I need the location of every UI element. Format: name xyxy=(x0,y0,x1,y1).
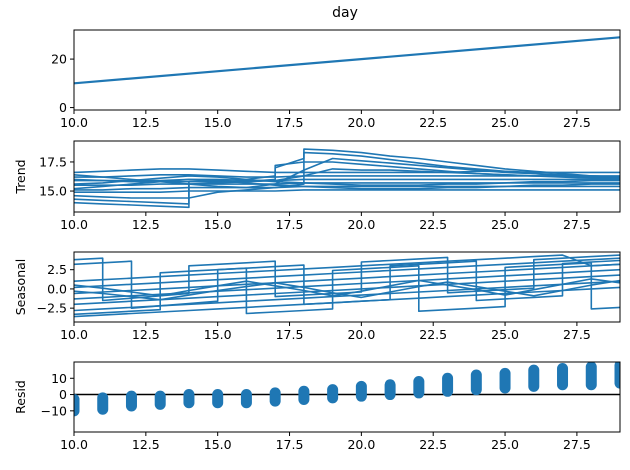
x-tick-label-trend: 10.0 xyxy=(60,217,88,232)
trend-series-line-7 xyxy=(74,148,620,205)
panel-seasonal: 10.0 12.5 15.0 17.5 20.0 22.5 25.0 27.5 −2.5 0.0 2… xyxy=(13,251,621,342)
x-tick-label-resid: 25.0 xyxy=(491,437,519,452)
x-tick-label-observed: 20.0 xyxy=(347,115,375,130)
y-tick-label-resid: 0 xyxy=(59,387,67,402)
plot-area-seasonal xyxy=(74,254,620,318)
x-tick-label-observed: 25.0 xyxy=(491,115,519,130)
seasonal-series-line-11 xyxy=(74,278,620,297)
x-tick-label-observed: 10.0 xyxy=(60,115,88,130)
plot-area-observed xyxy=(74,36,620,85)
seasonal-series-line-2 xyxy=(74,261,620,316)
axes-frame-observed xyxy=(73,29,621,111)
x-tick-label-trend: 22.5 xyxy=(419,217,447,232)
x-tick-label-observed: 27.5 xyxy=(563,115,591,130)
x-tick-label-resid: 27.5 xyxy=(563,437,591,452)
y-axis-label-trend: Trend xyxy=(13,159,28,194)
panel-trend: 10.0 12.5 15.0 17.5 20.0 22.5 25.0 27.5 15.0 17.5… xyxy=(13,140,621,232)
x-tick-label-resid: 20.0 xyxy=(347,437,375,452)
x-tick-label-seasonal: 12.5 xyxy=(132,327,160,342)
x-tick-label-resid: 12.5 xyxy=(132,437,160,452)
trend-series-line-3 xyxy=(74,182,620,186)
y-tick-label-seasonal: 2.5 xyxy=(47,262,67,277)
seasonal-series-line-5 xyxy=(74,268,620,300)
seasonal-series-line-7 xyxy=(74,257,620,289)
y-axis-label-seasonal: Seasonal xyxy=(13,259,28,316)
x-tick-label-seasonal: 22.5 xyxy=(419,327,447,342)
y-tick-label-seasonal: −2.5 xyxy=(37,301,67,316)
seasonal-series-line-6 xyxy=(74,263,620,295)
y-tick-label-resid: −10 xyxy=(41,403,67,418)
seasonal-series-line-10 xyxy=(74,279,620,301)
x-tick-label-seasonal: 10.0 xyxy=(60,327,88,342)
panel-observed: 10.0 12.5 15.0 17.5 20.0 22.5 25.0 27.5 0 20 xyxy=(51,29,621,130)
x-tick-label-resid: 17.5 xyxy=(276,437,304,452)
x-tick-label-trend: 27.5 xyxy=(563,217,591,232)
axes-frame-seasonal xyxy=(73,251,621,323)
trend-series-line-0 xyxy=(74,168,620,174)
x-tick-label-seasonal: 27.5 xyxy=(563,327,591,342)
trend-series-line-12 xyxy=(74,178,620,190)
trend-series-line-2 xyxy=(74,178,620,182)
x-tick-label-seasonal: 15.0 xyxy=(204,327,232,342)
observed-series-line-0 xyxy=(74,36,620,85)
seasonal-series-line-9 xyxy=(74,286,620,318)
figure-title: day xyxy=(332,5,358,21)
x-tick-label-trend: 12.5 xyxy=(132,217,160,232)
y-tick-label-trend: 15.0 xyxy=(39,184,67,199)
y-tick-label-seasonal: 0.0 xyxy=(47,281,67,296)
x-tick-label-observed: 17.5 xyxy=(276,115,304,130)
x-tick-label-seasonal: 25.0 xyxy=(491,327,519,342)
x-tick-label-trend: 20.0 xyxy=(347,217,375,232)
y-axis-label-resid: Resid xyxy=(13,380,28,414)
trend-series-line-11 xyxy=(74,175,620,186)
x-tick-label-observed: 15.0 xyxy=(204,115,232,130)
x-tick-label-observed: 12.5 xyxy=(132,115,160,130)
x-tick-label-observed: 22.5 xyxy=(419,115,447,130)
x-tick-label-trend: 25.0 xyxy=(491,217,519,232)
x-tick-label-seasonal: 17.5 xyxy=(276,327,304,342)
axes-frame-trend xyxy=(73,140,621,213)
x-tick-label-trend: 15.0 xyxy=(204,217,232,232)
x-tick-label-resid: 22.5 xyxy=(419,437,447,452)
plot-area-resid xyxy=(74,362,620,417)
plot-area-trend xyxy=(74,148,620,209)
trend-series-line-5 xyxy=(74,189,620,193)
x-tick-label-resid: 10.0 xyxy=(60,437,88,452)
axes-frame-resid xyxy=(73,361,621,433)
y-tick-label-resid: 10 xyxy=(51,371,67,386)
x-tick-label-resid: 15.0 xyxy=(204,437,232,452)
y-tick-label-trend: 17.5 xyxy=(39,154,67,169)
x-tick-label-seasonal: 20.0 xyxy=(347,327,375,342)
y-tick-label-observed: 20 xyxy=(51,52,67,67)
y-tick-label-observed: 0 xyxy=(59,100,67,115)
trend-series-line-4 xyxy=(74,185,620,191)
x-tick-label-trend: 17.5 xyxy=(276,217,304,232)
seasonal-series-line-8 xyxy=(74,254,620,282)
